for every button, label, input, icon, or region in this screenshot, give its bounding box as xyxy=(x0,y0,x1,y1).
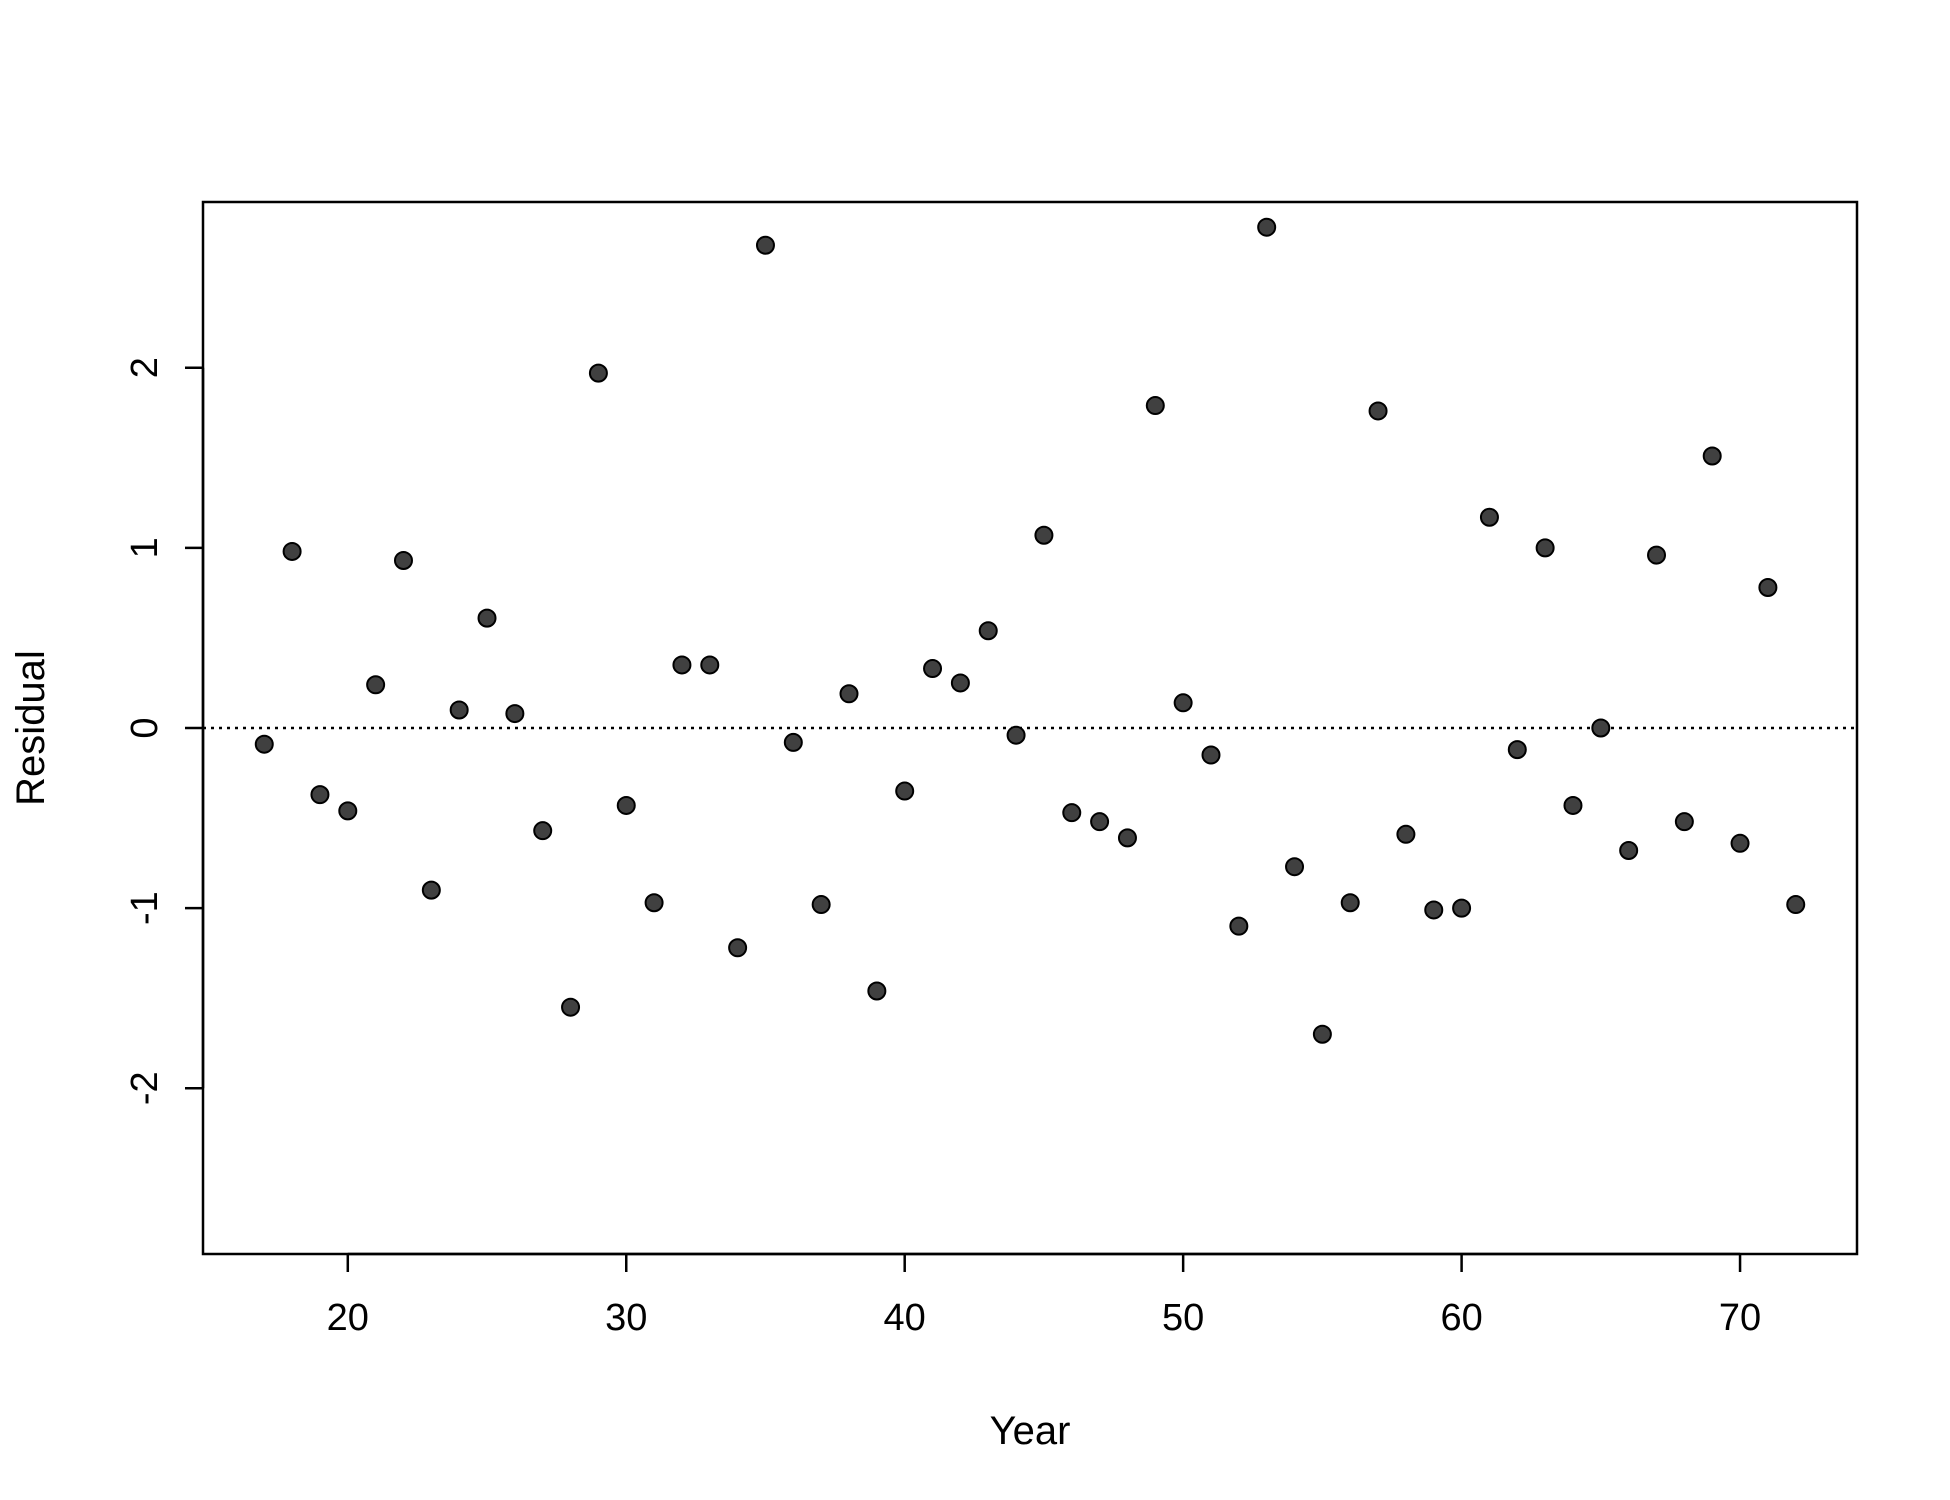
data-point xyxy=(393,550,413,570)
data-point xyxy=(1452,898,1472,918)
data-point xyxy=(1201,745,1221,765)
data-point xyxy=(811,895,831,915)
x-tick-label: 70 xyxy=(1719,1297,1761,1339)
data-point xyxy=(533,821,553,841)
data-point xyxy=(1034,525,1054,545)
data-point xyxy=(1229,916,1249,936)
data-point xyxy=(867,981,887,1001)
data-point xyxy=(338,801,358,821)
x-tick-label: 60 xyxy=(1440,1297,1482,1339)
data-point xyxy=(783,732,803,752)
x-axis: 20 30 40 50 60 70 xyxy=(327,1252,1761,1339)
x-axis-title: Year xyxy=(990,1409,1071,1453)
data-point xyxy=(700,655,720,675)
data-point xyxy=(1674,812,1694,832)
data-point xyxy=(1117,828,1137,848)
data-point xyxy=(1285,857,1305,877)
data-point xyxy=(755,235,775,255)
y-axis: -2 -1 0 1 2 xyxy=(124,357,205,1105)
y-tick-label: 1 xyxy=(124,537,166,558)
data-point xyxy=(282,541,302,561)
data-point xyxy=(672,655,692,675)
data-point xyxy=(1145,396,1165,416)
data-point xyxy=(978,621,998,641)
data-point xyxy=(1702,446,1722,466)
data-point xyxy=(644,893,664,913)
data-point xyxy=(1396,824,1416,844)
data-point xyxy=(895,781,915,801)
x-tick-label: 30 xyxy=(605,1297,647,1339)
data-point xyxy=(1591,718,1611,738)
data-point xyxy=(366,675,386,695)
data-point xyxy=(1006,725,1026,745)
data-point xyxy=(1563,795,1583,815)
x-tick-label: 50 xyxy=(1162,1297,1204,1339)
data-point xyxy=(1424,900,1444,920)
data-point xyxy=(310,785,330,805)
data-point xyxy=(1619,840,1639,860)
data-point xyxy=(561,997,581,1017)
data-point xyxy=(950,673,970,693)
data-point xyxy=(1479,507,1499,527)
data-point xyxy=(449,700,469,720)
data-point xyxy=(923,659,943,679)
data-point xyxy=(588,363,608,383)
data-point xyxy=(505,704,525,724)
data-point xyxy=(1647,545,1667,565)
data-point xyxy=(1535,538,1555,558)
data-point xyxy=(1312,1024,1332,1044)
data-points xyxy=(254,217,1806,1044)
data-point xyxy=(1730,833,1750,853)
y-tick-label: 2 xyxy=(124,357,166,378)
data-point xyxy=(1368,401,1388,421)
data-point xyxy=(1758,577,1778,597)
data-point xyxy=(421,880,441,900)
data-point xyxy=(477,608,497,628)
data-point xyxy=(1173,693,1193,713)
x-tick-label: 20 xyxy=(327,1297,369,1339)
y-tick-label: -1 xyxy=(124,891,166,925)
data-point xyxy=(1062,803,1082,823)
data-point xyxy=(728,938,748,958)
data-point xyxy=(1257,217,1277,237)
data-point xyxy=(254,734,274,754)
y-tick-label: 0 xyxy=(124,717,166,738)
data-point xyxy=(839,684,859,704)
data-point xyxy=(1507,740,1527,760)
x-tick-label: 40 xyxy=(884,1297,926,1339)
data-point xyxy=(616,795,636,815)
data-point xyxy=(1340,893,1360,913)
data-point xyxy=(1090,812,1110,832)
y-axis-title: Residual xyxy=(9,650,53,806)
data-point xyxy=(1786,895,1806,915)
y-tick-label: -2 xyxy=(124,1071,166,1105)
